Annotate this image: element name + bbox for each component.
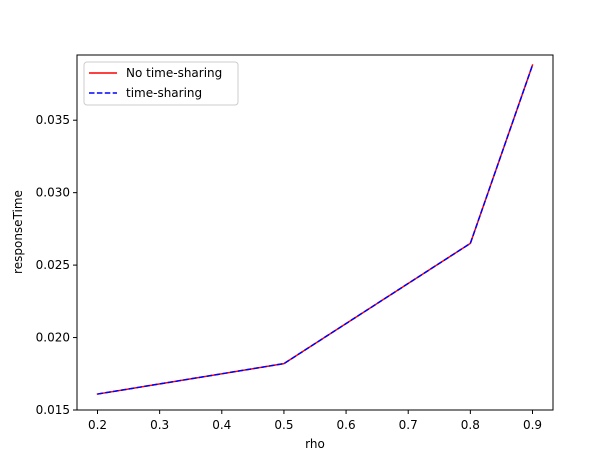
y-tick-label: 0.025	[36, 258, 70, 272]
legend-box	[83, 61, 239, 106]
legend: No time-sharing time-sharing	[83, 61, 239, 106]
x-tick-label: 0.3	[150, 418, 169, 432]
y-axis-ticks: 0.015 0.020 0.025 0.030 0.035	[36, 113, 77, 417]
x-tick-label: 0.6	[337, 418, 356, 432]
legend-label-time-sharing: time-sharing	[126, 86, 202, 100]
x-tick-label: 0.8	[461, 418, 480, 432]
y-tick-label: 0.015	[36, 403, 70, 417]
legend-label-no-time-sharing: No time-sharing	[126, 66, 222, 80]
series-layer	[96, 64, 534, 395]
x-tick-label: 0.5	[274, 418, 293, 432]
x-axis-ticks: 0.2 0.3 0.4 0.5 0.6 0.7 0.8 0.9	[88, 410, 542, 432]
axes-background	[77, 55, 553, 410]
series-line-no-time-sharing	[96, 64, 534, 395]
x-tick-label: 0.4	[212, 418, 231, 432]
y-axis-label: responseTime	[11, 190, 25, 274]
y-tick-label: 0.035	[36, 113, 70, 127]
x-tick-label: 0.2	[88, 418, 107, 432]
y-tick-label: 0.020	[36, 331, 70, 345]
x-tick-label: 0.9	[523, 418, 542, 432]
y-tick-label: 0.030	[36, 186, 70, 200]
plot-area	[77, 55, 553, 410]
axes-frame	[76, 54, 554, 411]
x-tick-label: 0.7	[399, 418, 418, 432]
x-axis-label: rho	[305, 437, 325, 451]
